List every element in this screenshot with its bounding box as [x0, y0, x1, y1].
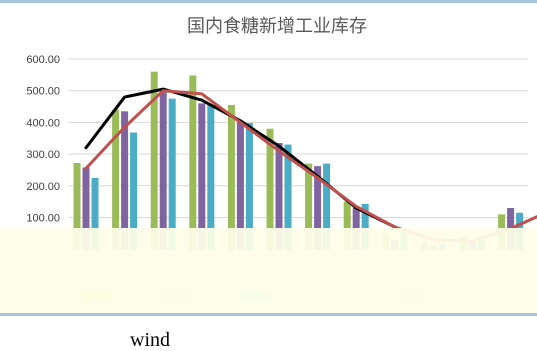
bar — [207, 104, 215, 250]
bar — [168, 98, 176, 250]
gridlines — [68, 58, 528, 218]
bar — [361, 203, 369, 250]
bar — [82, 167, 90, 250]
y-tick-label: 200.00 — [26, 181, 60, 193]
source-caption: wind — [130, 329, 170, 351]
bar — [314, 166, 322, 250]
y-axis-ticks: 600.00 500.00 400.00 300.00 200.00 100.00 — [26, 54, 60, 225]
y-tick-label: 300.00 — [26, 149, 60, 161]
bar — [91, 177, 99, 250]
y-tick-label: 400.00 — [26, 117, 60, 129]
y-tick-label: 100.00 — [26, 213, 60, 225]
bar — [159, 92, 167, 250]
bar-series-2 — [82, 92, 515, 251]
bar — [284, 144, 292, 250]
overlay-band — [0, 228, 537, 313]
bar — [236, 122, 244, 250]
y-tick-label: 600.00 — [26, 54, 60, 66]
bar — [227, 104, 235, 250]
bar — [130, 132, 138, 250]
bar — [112, 109, 120, 250]
bar — [121, 111, 129, 251]
bar — [73, 162, 81, 250]
y-tick-label: 500.00 — [26, 86, 60, 98]
top-rule — [0, 0, 537, 3]
bar — [266, 128, 274, 250]
bar — [150, 71, 158, 251]
bar — [245, 123, 253, 250]
bottom-rule — [0, 313, 537, 316]
bar — [305, 163, 313, 250]
bar — [323, 163, 331, 250]
bar — [275, 143, 283, 250]
bar — [189, 75, 197, 250]
bar — [343, 201, 351, 250]
bar — [198, 103, 206, 250]
chart-title: 国内食糖新增工业库存 — [187, 16, 367, 37]
